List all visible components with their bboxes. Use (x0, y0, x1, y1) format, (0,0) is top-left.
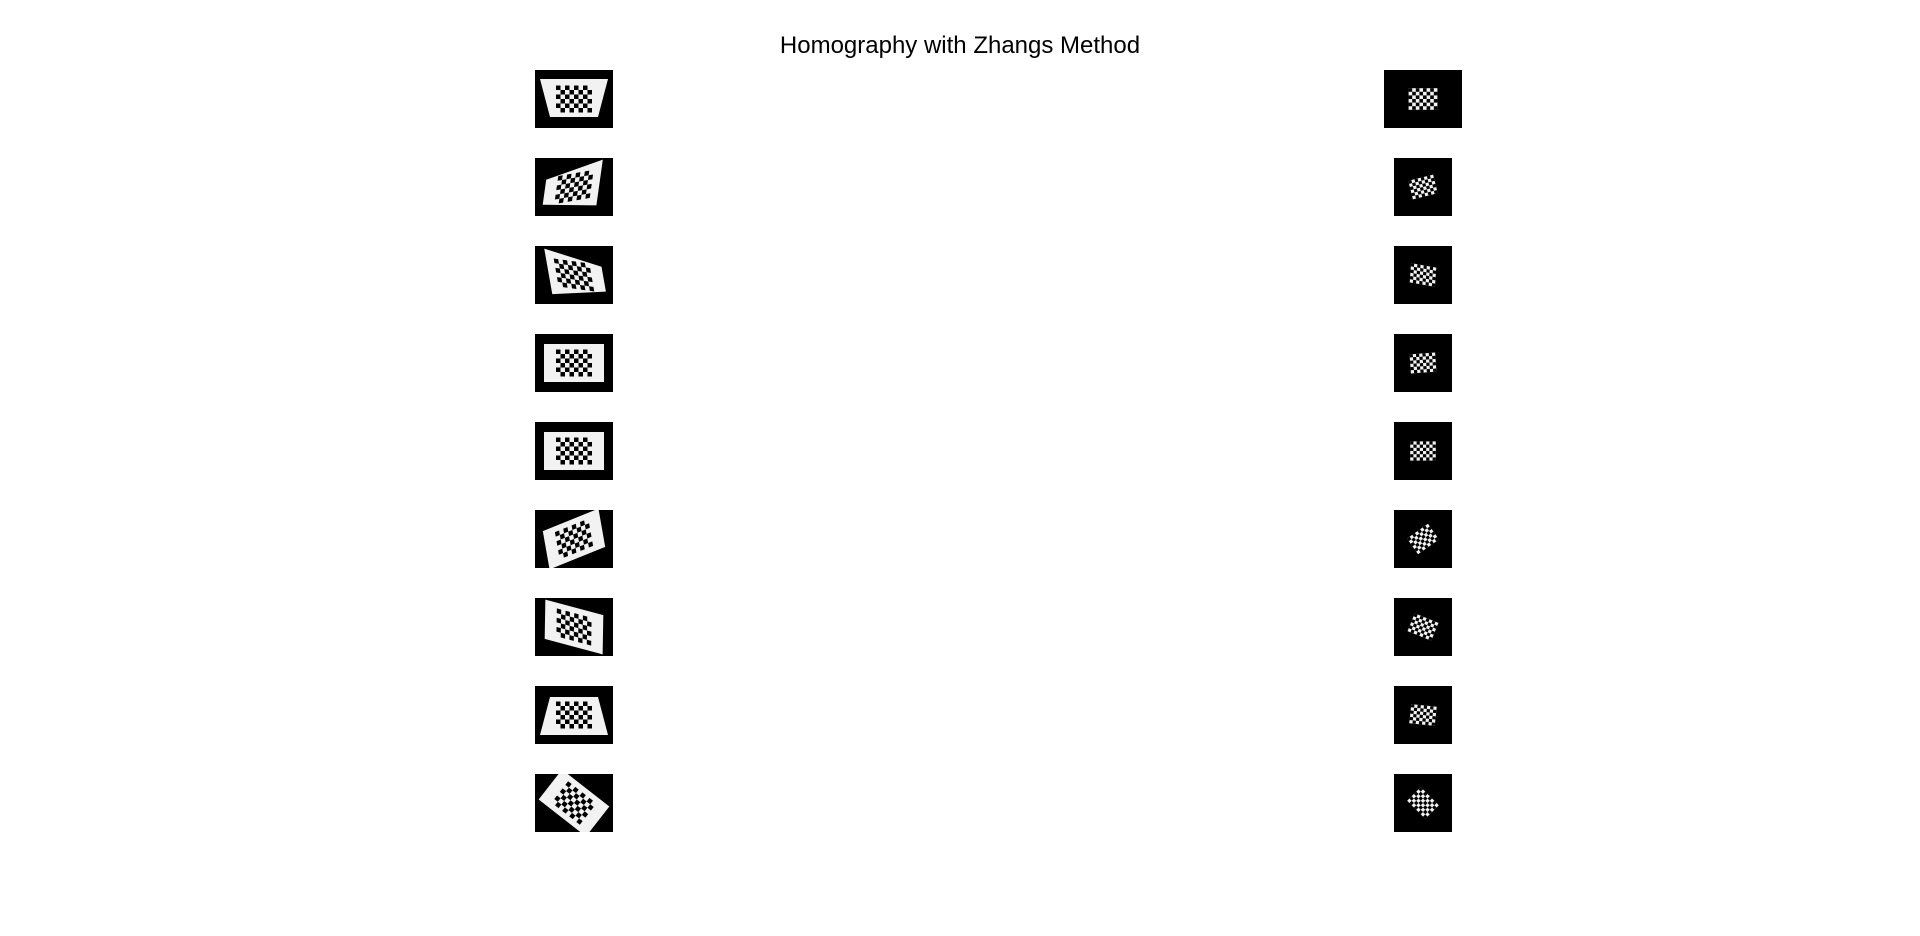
original-image-4 (535, 334, 613, 392)
paper-sheet (544, 249, 607, 302)
original-image-5 (535, 422, 613, 480)
warped-image-9 (1394, 774, 1452, 832)
original-image-1 (535, 70, 613, 128)
paper-sheet (541, 160, 603, 216)
warped-image-8 (1394, 686, 1452, 744)
warped-image-7 (1394, 598, 1452, 656)
checkerboard (1408, 613, 1439, 640)
warped-image-6 (1394, 510, 1452, 568)
original-image-7 (535, 598, 613, 656)
figure-title: Homography with Zhangs Method (0, 32, 1920, 60)
original-image-9 (535, 774, 613, 832)
warped-image-2 (1394, 158, 1452, 216)
original-image-2 (535, 158, 613, 216)
original-image-6 (535, 510, 613, 568)
warped-image-3 (1394, 246, 1452, 304)
original-image-3 (535, 246, 613, 304)
checkerboard (1408, 175, 1437, 200)
warped-image-5 (1394, 422, 1452, 480)
warped-image-4 (1394, 334, 1452, 392)
warped-image-1 (1384, 70, 1462, 128)
original-image-8 (535, 686, 613, 744)
